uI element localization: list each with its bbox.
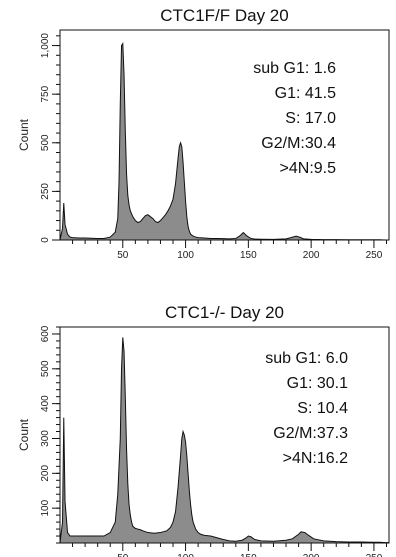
y-tick-label: 600 — [40, 325, 51, 342]
y-tick-label: 500 — [40, 360, 51, 377]
annotation-line: S: 17.0 — [285, 110, 336, 127]
histogram-outline — [59, 337, 389, 544]
histogram-outline — [59, 42, 389, 241]
x-tick-label: 250 — [366, 553, 383, 557]
x-tick-label: 50 — [117, 553, 129, 557]
annotation-line: G1: 30.1 — [287, 375, 348, 392]
annotation-line: S: 10.4 — [297, 400, 348, 417]
y-tick-label: 200 — [40, 465, 51, 482]
y-tick-label: 400 — [40, 395, 51, 412]
x-tick-label: 100 — [177, 250, 194, 261]
y-axis-label: Count — [17, 418, 31, 451]
annotation-line: sub G1: 6.0 — [265, 350, 348, 367]
annotation-line: G1: 41.5 — [275, 85, 336, 102]
histogram-area — [60, 337, 389, 543]
y-axis-label: Count — [17, 118, 31, 151]
y-tick-label: 100 — [40, 499, 51, 516]
histogram-panel-2: CTC1-/- Day 20 50 100 150 200 250 100 200 300 400… — [17, 303, 390, 557]
annotation-line: >4N:9.5 — [280, 160, 337, 177]
annotation-line: G2/M:37.3 — [273, 425, 348, 442]
x-tick-label: 200 — [303, 553, 320, 557]
x-tick-label: 50 — [117, 250, 129, 261]
y-tick-label: 250 — [40, 183, 51, 200]
y-tick-label: 1,000 — [40, 33, 51, 58]
y-tick-label: 750 — [40, 85, 51, 102]
annotation-line: G2/M:30.4 — [261, 135, 336, 152]
plot-frame — [59, 326, 390, 544]
y-tick-label: 0 — [40, 237, 51, 243]
x-tick-label: 150 — [240, 250, 257, 261]
x-tick-label: 200 — [303, 250, 320, 261]
x-tick-label: 100 — [177, 553, 194, 557]
y-tick-label: 500 — [40, 134, 51, 151]
y-tick-label: 300 — [40, 430, 51, 447]
chart-title: CTC1F/F Day 20 — [160, 6, 288, 25]
annotation-line: >4N:16.2 — [283, 450, 348, 467]
chart-title: CTC1-/- Day 20 — [165, 303, 284, 322]
annotation-line: sub G1: 1.6 — [253, 60, 336, 77]
plot-frame — [59, 29, 390, 241]
histogram-area — [60, 43, 389, 240]
histogram-panel-1: CTC1F/F Day 20 50 100 150 200 250 0 250 500 750 1,… — [17, 6, 390, 261]
x-tick-label: 250 — [366, 250, 383, 261]
x-tick-label: 150 — [240, 553, 257, 557]
